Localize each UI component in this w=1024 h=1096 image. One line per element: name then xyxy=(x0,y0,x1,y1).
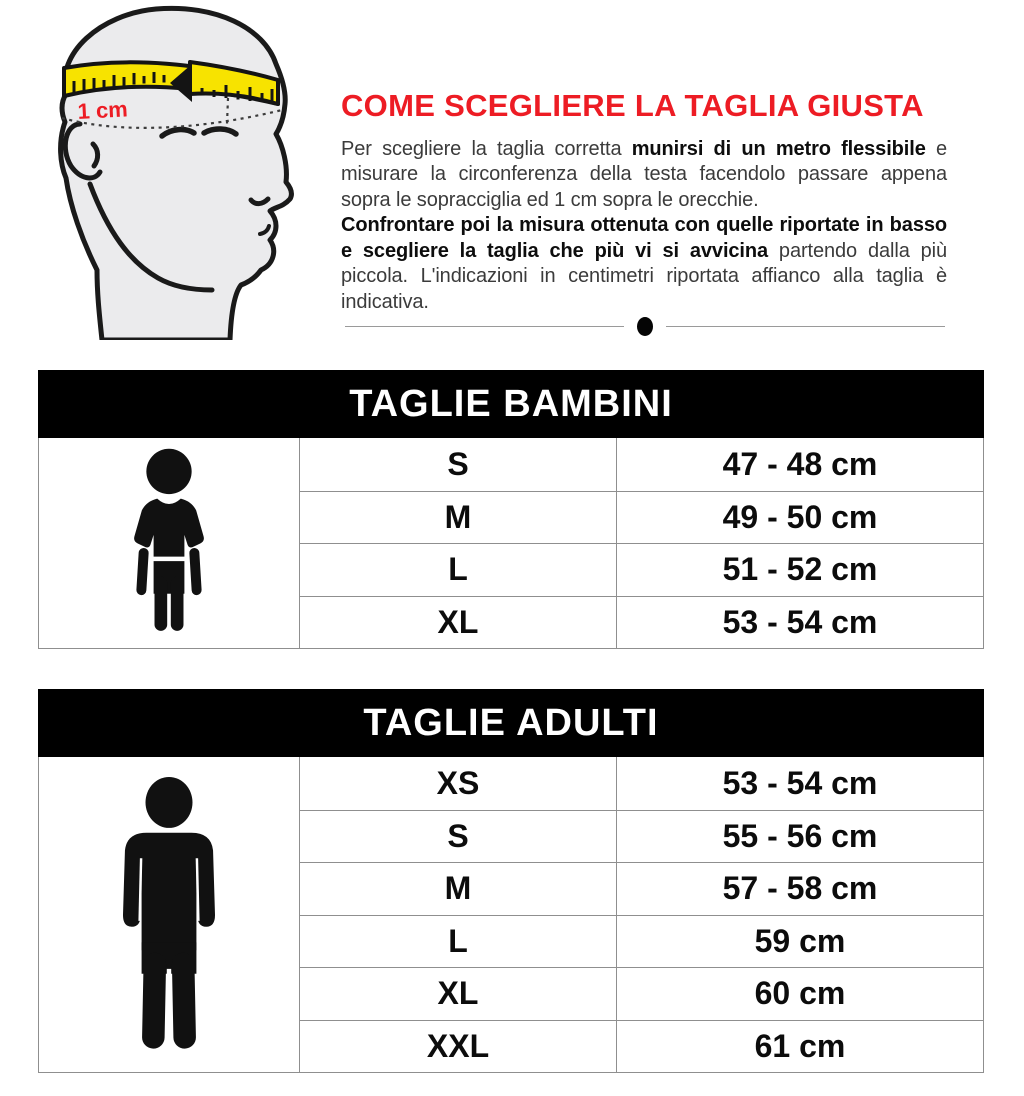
size-range: 53 - 54 cm xyxy=(722,764,878,801)
adult-icon xyxy=(39,757,300,1072)
ear xyxy=(62,121,103,181)
size-label: XL xyxy=(300,967,617,1020)
eyebrows xyxy=(159,126,239,139)
size-label: M xyxy=(300,862,617,915)
intro-paragraph-1: Per scegliere la taglia corretta munirsi… xyxy=(341,137,947,211)
table-body-bambini: S 47 - 48 cm M 49 - 50 cm L 51 - 52 cm X… xyxy=(39,438,983,648)
size-label: XS xyxy=(300,757,617,810)
size-table-bambini: TAGLIE BAMBINI S 47 - 48 cm M 49 - 50 cm… xyxy=(38,370,984,649)
size-range: 57 - 58 cm xyxy=(617,862,983,915)
divider-line-right xyxy=(666,325,945,327)
size-label: S xyxy=(300,809,617,862)
size-range: 60 cm xyxy=(617,967,983,1020)
jaw-line xyxy=(87,181,215,293)
divider-line-left xyxy=(345,325,624,327)
size-range: 55 - 56 cm xyxy=(617,809,983,863)
size-range: 53 - 54 cm xyxy=(617,595,983,649)
mouth-line xyxy=(258,224,271,236)
size-label: L xyxy=(300,543,617,596)
table-title-bambini: TAGLIE BAMBINI xyxy=(38,370,984,438)
size-label: XL xyxy=(300,595,617,648)
head-measure-illustration: 1 cm xyxy=(58,5,294,340)
table-body-adulti: XS 53 - 54 cm S 55 - 56 cm M 57 - 58 cm … xyxy=(39,757,983,1072)
page-title: COME SCEGLIERE LA TAGLIA GIUSTA xyxy=(341,88,924,123)
table-title-adulti: TAGLIE ADULTI xyxy=(38,689,984,757)
intro-text: COME SCEGLIERE LA TAGLIA GIUSTA Per sceg… xyxy=(341,88,947,315)
dashed-guides xyxy=(61,97,283,129)
size-range: 49 - 50 cm xyxy=(617,490,983,544)
nostril-line xyxy=(248,196,271,207)
size-label: L xyxy=(300,914,617,967)
size-range: 47 - 48 cm xyxy=(722,445,878,482)
section-divider xyxy=(345,316,945,336)
size-label: XXL xyxy=(300,1019,617,1072)
size-range: 51 - 52 cm xyxy=(617,543,983,596)
size-table-adulti: TAGLIE ADULTI XS 53 - 54 cm S 55 - 56 cm… xyxy=(38,689,984,1073)
intro-section: 1 cm COME SCEGLIERE LA TAGLIA GIUSTA Per… xyxy=(0,0,1024,370)
size-label: S xyxy=(300,438,617,491)
divider-dot-icon xyxy=(637,316,653,336)
child-icon xyxy=(39,438,300,648)
size-label: M xyxy=(300,490,617,543)
tape-1cm-label: 1 cm xyxy=(77,96,128,124)
measuring-tape-icon xyxy=(62,60,280,106)
size-tables: TAGLIE BAMBINI S 47 - 48 cm M 49 - 50 cm… xyxy=(38,370,984,1073)
size-range: 61 cm xyxy=(617,1019,983,1073)
intro-paragraph-2: Confrontare poi la misura ottenuta con q… xyxy=(341,214,947,313)
size-range: 59 cm xyxy=(617,914,983,968)
